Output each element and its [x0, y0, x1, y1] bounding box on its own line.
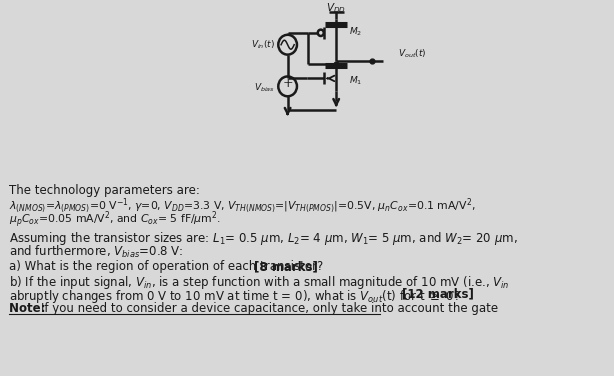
Text: If you need to consider a device capacitance, only take into account the gate: If you need to consider a device capacit… [41, 302, 498, 315]
Text: $V_{in}(t)$: $V_{in}(t)$ [251, 38, 274, 51]
Text: Assuming the transistor sizes are: $L_1$= 0.5 $\mu$m, $L_2$= 4 $\mu$m, $W_1$= 5 : Assuming the transistor sizes are: $L_1$… [9, 230, 518, 247]
Text: b) If the input signal, $V_{in}$, is a step function with a small magnitude of 1: b) If the input signal, $V_{in}$, is a s… [9, 274, 510, 291]
Text: Note:: Note: [9, 302, 50, 315]
Text: $V_{DD}$: $V_{DD}$ [326, 1, 346, 15]
Text: $V_{bias}$: $V_{bias}$ [254, 81, 274, 94]
Text: and furthermore, $V_{bias}$=0.8 V:: and furthermore, $V_{bias}$=0.8 V: [9, 244, 184, 260]
Text: $M_1$: $M_1$ [349, 74, 362, 86]
Text: [12 marks]: [12 marks] [402, 288, 473, 301]
Text: [8 marks]: [8 marks] [254, 260, 318, 273]
Text: The technology parameters are:: The technology parameters are: [9, 183, 200, 197]
Text: $V_{out}(t)$: $V_{out}(t)$ [398, 47, 426, 60]
Text: a) What is the region of operation of each transistor?: a) What is the region of operation of ea… [9, 260, 327, 273]
Text: $\lambda_{(NMOS)}$=$\lambda_{(PMOS)}$=0 V$^{-1}$, $\gamma$=0, $V_{DD}$=3.3 V, $V: $\lambda_{(NMOS)}$=$\lambda_{(PMOS)}$=0 … [9, 197, 476, 215]
Text: $\mu_pC_{ox}$=0.05 mA/V$^2$, and $C_{ox}$= 5 fF/$\mu$m$^2$.: $\mu_pC_{ox}$=0.05 mA/V$^2$, and $C_{ox}… [9, 209, 221, 230]
Text: +: + [282, 77, 293, 90]
Text: abruptly changes from 0 V to 10 mV at time t = 0), what is $V_{out}$(t) for t $\: abruptly changes from 0 V to 10 mV at ti… [9, 288, 462, 305]
Text: $M_2$: $M_2$ [349, 26, 362, 38]
